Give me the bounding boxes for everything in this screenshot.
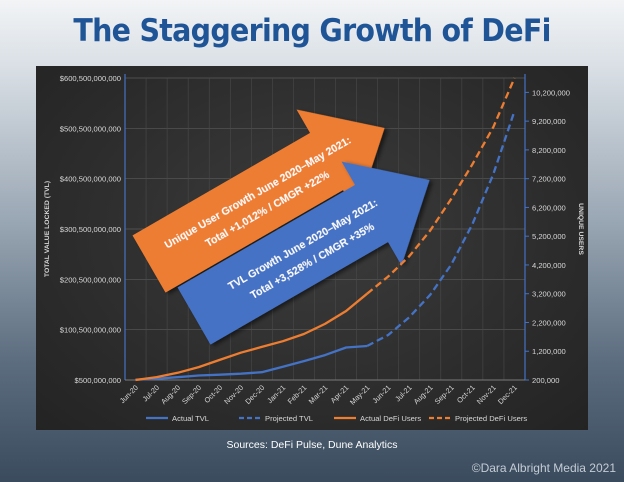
x-tick-label: Jul-20 [141,383,161,403]
y-left-tick-label: $400,500,000,000 [60,175,121,184]
y-right-tick-label: 10,200,000 [532,88,570,97]
y-left-tick-label: $300,500,000,000 [60,225,121,234]
x-tick-label: Aug-21 [412,383,435,406]
x-tick-label: Oct-20 [202,383,224,405]
x-tick-label: Oct-21 [455,383,477,405]
legend-label-projected-tvl: Projected TVL [265,414,313,423]
y-right-tick-label: 6,200,000 [532,203,566,212]
page-title: The Staggering Growth of DeFi [73,13,551,49]
y-right-tick-label: 2,200,000 [532,318,566,327]
axes: $600,500,000,000 $500,500,000,000 $400,500… [44,74,584,407]
y-right-tick-label: 1,200,000 [532,347,566,356]
x-tick-label: Mar-21 [307,383,330,406]
series-line-projected-tvl [366,110,516,348]
y-right-tick-label: 5,200,000 [532,232,566,241]
chart-panel: $600,500,000,000 $500,500,000,000 $400,500… [36,66,588,430]
x-tick-label: Jun-20 [118,383,140,405]
y-left-tick-label: $600,500,000,000 [60,74,121,83]
y-right-tick-label: 3,200,000 [532,290,566,299]
y-left-tick-label: $500,500,000,000 [60,124,121,133]
defi-growth-chart: $600,500,000,000 $500,500,000,000 $400,500… [44,74,584,423]
series-line-actual-tvl [135,344,368,381]
x-tick-label: Dec-21 [496,383,519,406]
y-left-axis-title: TOTAL VALUE LOCKED (TVL) [44,181,51,277]
y-left-tick-label: $100,500,000,000 [60,326,121,335]
x-tick-label: Nov-21 [475,383,498,406]
series-line-actual-defi-users [135,292,368,382]
user-growth-arrow-shape [132,109,385,293]
sources-caption: Sources: DeFi Pulse, Dune Analytics [226,439,398,451]
legend-label-projected-defi-users: Projected DeFi Users [455,414,527,423]
y-right-tick-label: 4,200,000 [532,261,566,270]
y-right-tick-label: 7,200,000 [532,175,566,184]
tvl-growth-arrow-shape [177,161,430,345]
x-tick-label: Nov-20 [222,383,245,406]
series [135,77,516,382]
x-tick-label: Feb-21 [286,383,309,406]
legend-label-actual-defi-users: Actual DeFi Users [360,414,421,423]
copyright-credit: ©Dara Albright Media 2021 [471,461,616,475]
y-right-tick-label: 200,000 [532,376,559,385]
x-tick-label: Jan-21 [265,383,287,405]
x-tick-label: Sep-20 [180,383,203,406]
y-right-tick-label: 9,200,000 [532,117,566,126]
x-tick-label: Jul-21 [393,383,413,403]
x-tick-label: Aug-20 [159,383,182,406]
series-line-projected-defi-users [366,77,516,295]
y-right-axis-title: UNIQUE USERS [577,203,584,255]
x-tick-label: May-21 [348,383,372,407]
legend-label-actual-tvl: Actual TVL [172,414,209,423]
y-left-tick-label: $500,000,000 [75,376,121,385]
x-tick-label: Sep-21 [433,383,456,406]
x-tick-label: Dec-20 [243,383,266,406]
y-right-tick-label: 8,200,000 [532,146,566,155]
x-tick-label: Jun-21 [370,383,392,405]
y-left-tick-label: $200,500,000,000 [60,275,121,284]
x-tick-label: Apr-21 [329,383,351,405]
legend: Actual TVL Projected TVL Actual DeFi Users… [146,414,527,423]
